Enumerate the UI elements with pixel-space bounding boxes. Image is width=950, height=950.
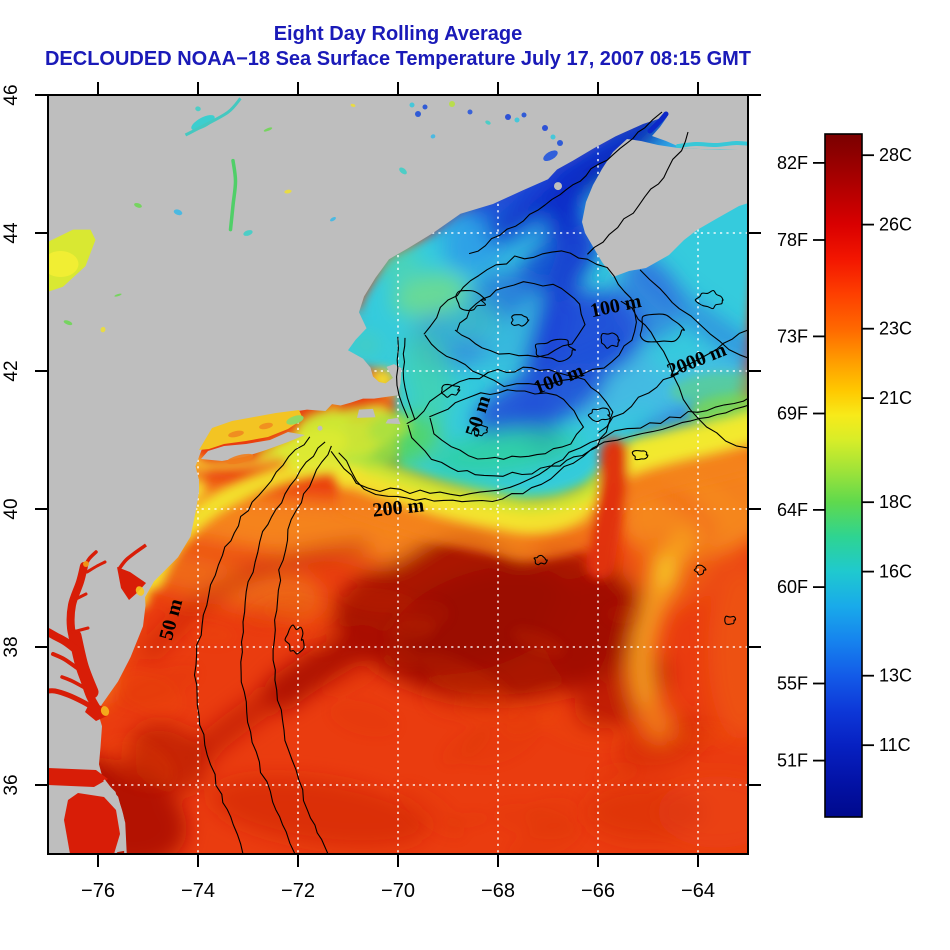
svg-text:200 m: 200 m xyxy=(372,494,426,521)
svg-text:21C: 21C xyxy=(879,388,912,408)
svg-text:−68: −68 xyxy=(481,880,515,902)
svg-text:82F: 82F xyxy=(777,153,808,173)
svg-text:23C: 23C xyxy=(879,319,912,339)
svg-text:38: 38 xyxy=(1,636,22,657)
svg-text:18C: 18C xyxy=(879,492,912,512)
svg-text:−76: −76 xyxy=(81,880,115,902)
svg-text:−74: −74 xyxy=(181,880,215,902)
svg-text:28C: 28C xyxy=(879,145,912,165)
svg-text:42: 42 xyxy=(1,360,22,381)
svg-text:51F: 51F xyxy=(777,751,808,771)
svg-text:36: 36 xyxy=(1,774,22,795)
svg-text:40: 40 xyxy=(1,498,22,519)
svg-text:−64: −64 xyxy=(681,880,715,902)
svg-text:69F: 69F xyxy=(777,404,808,424)
svg-text:−70: −70 xyxy=(381,880,415,902)
svg-text:64F: 64F xyxy=(777,500,808,520)
svg-text:44: 44 xyxy=(1,222,22,244)
svg-text:73F: 73F xyxy=(777,326,808,346)
svg-text:60F: 60F xyxy=(777,577,808,597)
svg-text:16C: 16C xyxy=(879,562,912,582)
svg-text:13C: 13C xyxy=(879,666,912,686)
svg-text:78F: 78F xyxy=(777,230,808,250)
svg-text:55F: 55F xyxy=(777,674,808,694)
svg-text:−72: −72 xyxy=(281,880,315,902)
svg-text:26C: 26C xyxy=(879,215,912,235)
svg-text:11C: 11C xyxy=(879,735,911,755)
svg-text:46: 46 xyxy=(1,84,22,105)
svg-text:−66: −66 xyxy=(581,880,615,902)
